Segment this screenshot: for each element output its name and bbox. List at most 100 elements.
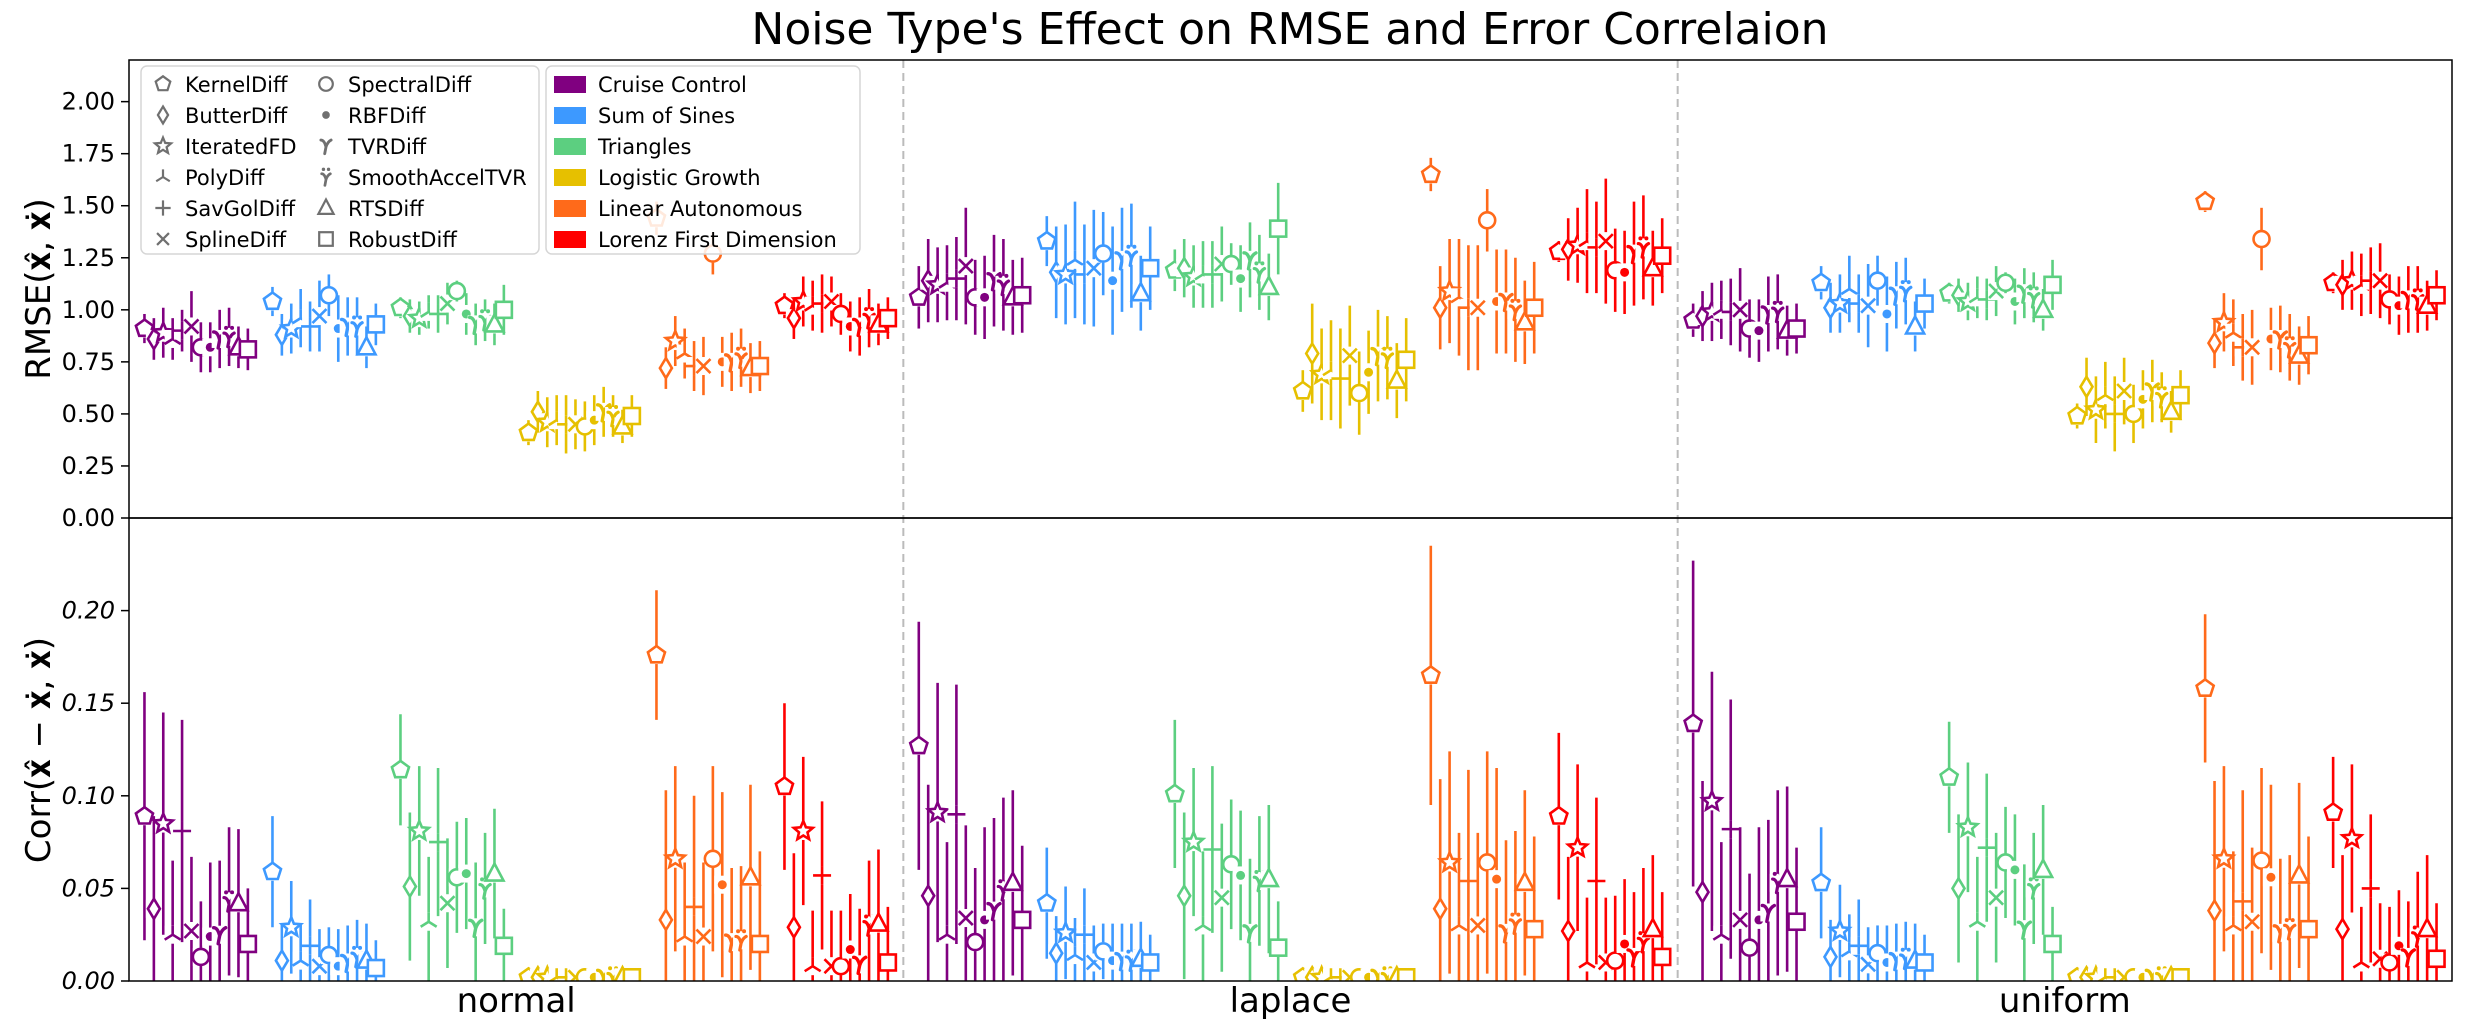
data-point (2372, 272, 2389, 289)
legend-label: Triangles (597, 135, 691, 159)
triangle-shape (1641, 255, 1664, 277)
data-point (1176, 255, 1192, 281)
tri-shape (155, 169, 171, 183)
tri-shape (2224, 323, 2243, 339)
gamma-shape (2272, 330, 2289, 350)
gamma-shape (2016, 920, 2033, 940)
marker-gap (2172, 386, 2189, 405)
data-point (2195, 190, 2216, 211)
data-point (1513, 309, 1536, 331)
circle-shape (1477, 853, 1497, 872)
data-point (774, 775, 795, 796)
marker-gap (879, 309, 896, 328)
ddot-shape (1906, 947, 1911, 952)
plus-shape (2233, 892, 2252, 911)
ddot-shape (1004, 273, 1009, 278)
data-point (2211, 308, 2237, 334)
data-point (1213, 889, 1230, 906)
data-point (530, 399, 546, 425)
data-point (1221, 855, 1241, 874)
data-point (2287, 862, 2311, 884)
plus-shape (301, 936, 320, 955)
data-point (938, 925, 956, 941)
legend-marker-triangle-icon (316, 197, 336, 216)
marker-gap (1654, 246, 1671, 265)
circle-shape (2124, 404, 2143, 424)
data-point (2010, 865, 2020, 875)
data-point (1641, 255, 1664, 277)
data-point (2427, 949, 2446, 969)
data-point (965, 932, 985, 952)
data-point (1597, 233, 1614, 250)
pentagon-shape (774, 295, 795, 315)
legend-label: SplineDiff (185, 228, 287, 252)
legend-label: RBFDiff (348, 104, 426, 128)
data-point (1108, 276, 1118, 286)
square-shape (2043, 934, 2062, 954)
data-point (1242, 251, 1258, 271)
plus-shape (947, 269, 966, 288)
marker-gap (367, 959, 384, 978)
gamma-shape (1760, 903, 1777, 924)
marker-gap (1479, 853, 1496, 872)
marker-gap (1398, 968, 1415, 981)
data-point (1036, 230, 1057, 250)
data-point (1492, 874, 1502, 884)
pentagon-shape (518, 421, 539, 442)
triangle-shape (1903, 313, 1927, 335)
marker-gap (495, 936, 512, 955)
pentagon-shape (646, 644, 667, 664)
ddot-shape (1382, 966, 1387, 971)
data-point (980, 292, 990, 302)
data-point (1560, 918, 1576, 944)
data-point (786, 914, 802, 940)
data-point (2339, 825, 2365, 850)
marker-gap (2125, 404, 2142, 423)
circle-shape (1868, 271, 1887, 290)
square-shape (2043, 275, 2062, 295)
marker-gap (1607, 951, 1624, 970)
pentagon-shape (2195, 190, 2216, 211)
y-tick-label: 0.50 (62, 400, 115, 428)
ddot-shape (864, 914, 869, 919)
tri-shape (291, 951, 310, 967)
plus-shape (1587, 871, 1606, 890)
data-point (1498, 292, 1514, 313)
dot-shape (1492, 874, 1502, 884)
marker-gap (239, 340, 256, 359)
data-point (183, 923, 200, 939)
star-shape (1955, 813, 1981, 839)
marker-gap (967, 933, 984, 952)
diamond-shape (402, 873, 418, 900)
data-point (2155, 386, 2169, 409)
data-point (2027, 286, 2041, 309)
triangle-shape (739, 864, 762, 886)
triangle-shape (1513, 309, 1536, 331)
data-point (1827, 290, 1853, 315)
data-point (1732, 911, 1749, 928)
data-point (1093, 942, 1113, 961)
x-shape (183, 318, 200, 335)
plus-shape (1849, 936, 1868, 955)
ddot-shape (1516, 912, 1521, 917)
data-point (211, 926, 228, 946)
gamma-shape (2283, 341, 2297, 359)
gamma-shape (1508, 304, 1523, 322)
gamma-shape (2155, 391, 2169, 409)
square-shape (238, 934, 258, 954)
data-point (467, 918, 484, 938)
circle-shape (965, 932, 985, 952)
ddot-shape (1644, 236, 1649, 241)
gamma-shape (1771, 306, 1785, 324)
star-shape (1052, 260, 1079, 286)
data-point (1420, 664, 1441, 685)
gamma-shape (478, 883, 492, 900)
pentagon-shape (908, 286, 929, 306)
data-point (1194, 916, 1212, 932)
dot-shape (1882, 309, 1892, 319)
data-point (1292, 380, 1313, 400)
ddot-shape (1638, 236, 1643, 241)
data-point (1950, 282, 1967, 308)
data-point (1950, 875, 1967, 901)
data-point (1860, 297, 1877, 314)
